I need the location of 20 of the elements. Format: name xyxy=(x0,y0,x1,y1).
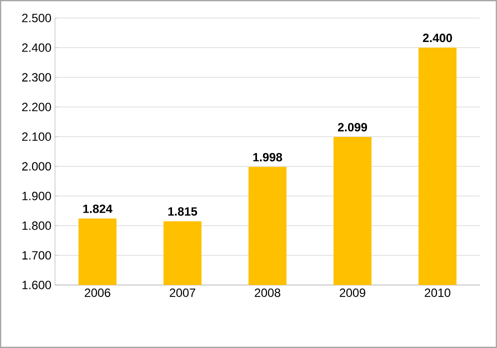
data-label: 2.099 xyxy=(338,122,368,132)
x-tick-label: 2010 xyxy=(424,288,450,297)
data-label: 2.400 xyxy=(422,34,452,42)
data-label: 1.824 xyxy=(83,204,112,214)
x-tick-label: 2009 xyxy=(340,288,366,297)
y-tick-label: 2.200 xyxy=(22,102,52,112)
y-tick-label: 1.800 xyxy=(22,221,52,230)
data-label: 1.998 xyxy=(253,152,282,162)
x-tick-label: 2006 xyxy=(84,288,110,297)
y-tick-label: 1.600 xyxy=(22,280,52,290)
y-tick-label: 2.500 xyxy=(22,14,52,22)
y-tick-label: 1.900 xyxy=(22,192,52,200)
y-tick-label: 1.700 xyxy=(22,251,52,260)
x-tick-label: 2007 xyxy=(170,288,196,297)
x-tick-label: 2008 xyxy=(254,288,280,297)
y-tick-label: 2.400 xyxy=(22,43,52,52)
y-tick-label: 2.000 xyxy=(22,162,52,171)
data-label: 1.815 xyxy=(168,207,198,216)
y-tick-label: 2.100 xyxy=(22,132,52,141)
y-tick-label: 2.300 xyxy=(22,73,52,82)
